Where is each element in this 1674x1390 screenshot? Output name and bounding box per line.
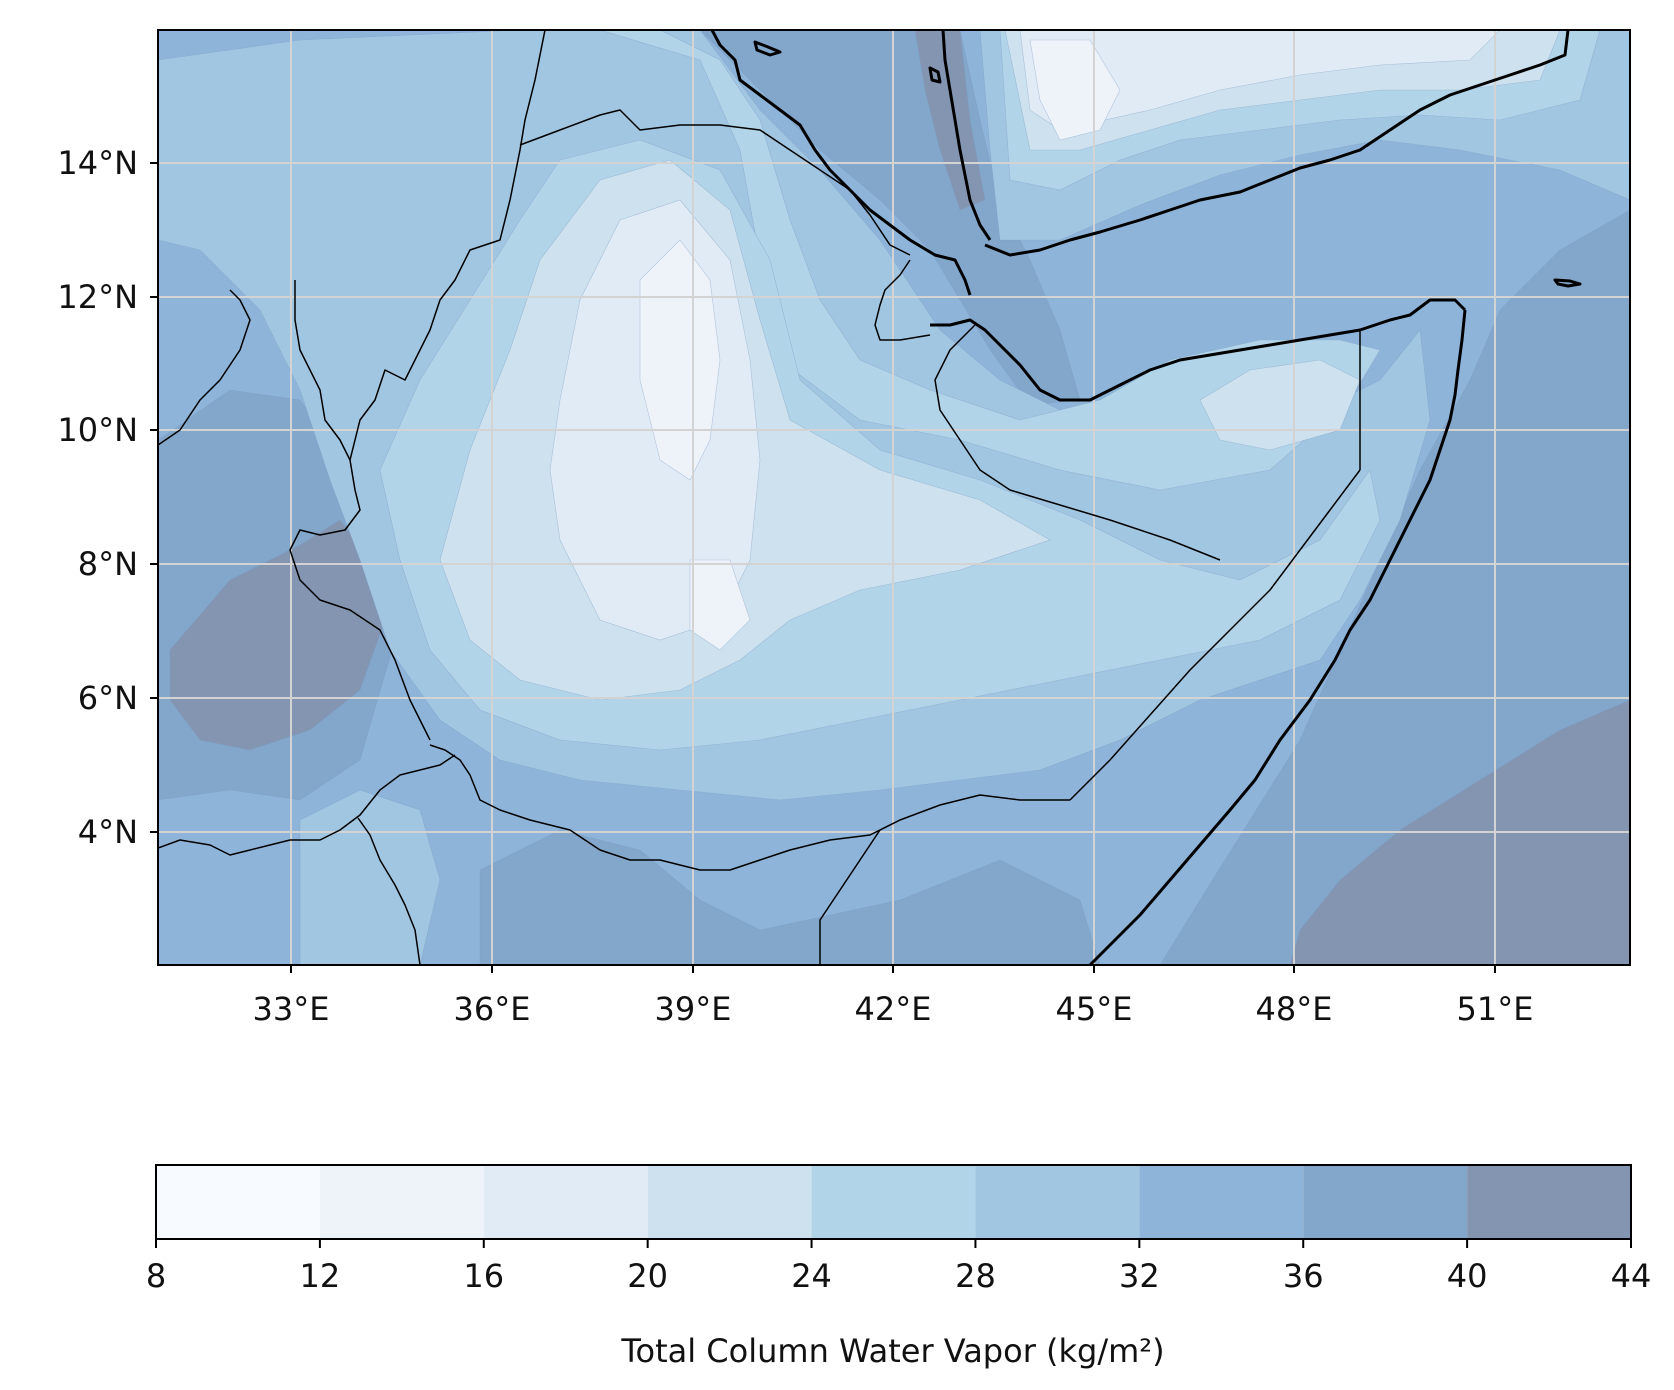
- coastline-dahlak-islands: [753, 40, 782, 57]
- border-sudan-ethiopia-north: [294, 280, 351, 461]
- coastline-somalia-east: [1088, 309, 1467, 965]
- colorbar: 8 12 16 20 24 28 32 36 40 44 Total Column Water V…: [146, 1164, 1652, 1370]
- colorbar-swatch: [319, 1165, 484, 1239]
- border-sudan-south-sudan: [158, 289, 251, 446]
- colorbar-swatch: [811, 1165, 976, 1239]
- coastline-gulf-of-aden-africa: [930, 298, 1467, 402]
- x-axis: [290, 965, 1496, 973]
- map-panel: 33°E 36°E 39°E 42°E 45°E 48°E 51°E 4°N 6…: [57, 29, 1631, 1028]
- colorbar-swatch: [975, 1165, 1140, 1239]
- contour-level-36-40-southwest: [479, 829, 1101, 965]
- contour-level-20-24-somalia: [1199, 359, 1361, 451]
- x-tick-labels: 33°E 36°E 39°E 42°E 45°E 48°E 51°E: [253, 990, 1534, 1028]
- coastline-red-sea-africa: [710, 30, 972, 296]
- x-tick-label: 42°E: [855, 990, 932, 1028]
- colorbar-swatch: [647, 1165, 812, 1239]
- colorbar-tick-label: 28: [955, 1257, 996, 1295]
- x-tick-label: 39°E: [655, 990, 732, 1028]
- border-south-sudan-ethiopia: [289, 459, 431, 741]
- border-ethiopia-kenya: [429, 744, 1070, 871]
- contour-field: [158, 30, 1630, 965]
- x-tick-label: 45°E: [1056, 990, 1133, 1028]
- border-kenya-somalia: [819, 829, 881, 965]
- y-tick-label: 8°N: [78, 545, 138, 583]
- y-tick-label: 6°N: [78, 679, 138, 717]
- border-eritrea-ethiopia: [519, 109, 911, 256]
- x-tick-label: 48°E: [1256, 990, 1333, 1028]
- contour-level-28-32-southwest: [299, 789, 441, 965]
- gridlines: [158, 30, 1630, 965]
- border-somalia-ethiopia-south: [1069, 469, 1361, 801]
- y-tick-label: 4°N: [78, 813, 138, 851]
- colorbar-swatch: [156, 1165, 320, 1239]
- contour-level-40-44-south-sudan: [169, 519, 386, 751]
- coastline-arabia-red-sea: [941, 30, 992, 241]
- colorbar-ticks: 8 12 16 20 24 28 32 36 40 44: [146, 1239, 1652, 1295]
- colorbar-tick-label: 16: [463, 1257, 504, 1295]
- colorbar-tick-label: 24: [791, 1257, 832, 1295]
- coastline-arabia-gulf-of-aden: [984, 30, 1570, 257]
- border-south-sudan-uganda: [158, 754, 456, 856]
- colorbar-tick-label: 40: [1447, 1257, 1488, 1295]
- colorbar-tick-label: 12: [300, 1257, 341, 1295]
- colorbar-tick-label: 20: [627, 1257, 668, 1295]
- x-tick-label: 51°E: [1457, 990, 1534, 1028]
- coastline-socotra: [1553, 278, 1582, 288]
- border-ethiopia-somaliland: [934, 324, 1221, 561]
- x-tick-label: 36°E: [454, 990, 531, 1028]
- border-uganda-kenya: [357, 817, 421, 965]
- y-tick-label: 14°N: [57, 144, 138, 182]
- y-tick-label: 10°N: [57, 411, 138, 449]
- coastline-farasan-islands: [928, 66, 942, 84]
- contour-level-12-16-arabia: [1029, 39, 1121, 141]
- colorbar-label: Total Column Water Vapor (kg/m²): [620, 1332, 1164, 1370]
- y-tick-label: 12°N: [57, 278, 138, 316]
- colorbar-swatch: [483, 1165, 648, 1239]
- border-ethiopia-djibouti: [874, 259, 931, 341]
- contour-level-12-16-highlands: [639, 239, 721, 481]
- colorbar-tick-label: 8: [146, 1257, 166, 1295]
- coastlines: [710, 30, 1582, 965]
- y-axis: [150, 162, 158, 833]
- x-tick-label: 33°E: [253, 990, 330, 1028]
- colorbar-swatch: [1139, 1165, 1304, 1239]
- colorbar-swatch: [1303, 1165, 1468, 1239]
- colorbar-tick-label: 36: [1283, 1257, 1324, 1295]
- contour-level-12-16-highlands-south: [689, 559, 751, 651]
- colorbar-swatches: [156, 1165, 1631, 1239]
- y-tick-labels: 4°N 6°N 8°N 10°N 12°N 14°N: [57, 144, 138, 851]
- colorbar-frame: [155, 1164, 1632, 1240]
- colorbar-swatch: [1467, 1165, 1631, 1239]
- border-sudan-ethiopia: [349, 30, 546, 461]
- country-borders: [158, 30, 1361, 965]
- contour-level-16-20-arabia: [1019, 30, 1501, 131]
- colorbar-tick-label: 44: [1611, 1257, 1652, 1295]
- colorbar-tick-label: 32: [1119, 1257, 1160, 1295]
